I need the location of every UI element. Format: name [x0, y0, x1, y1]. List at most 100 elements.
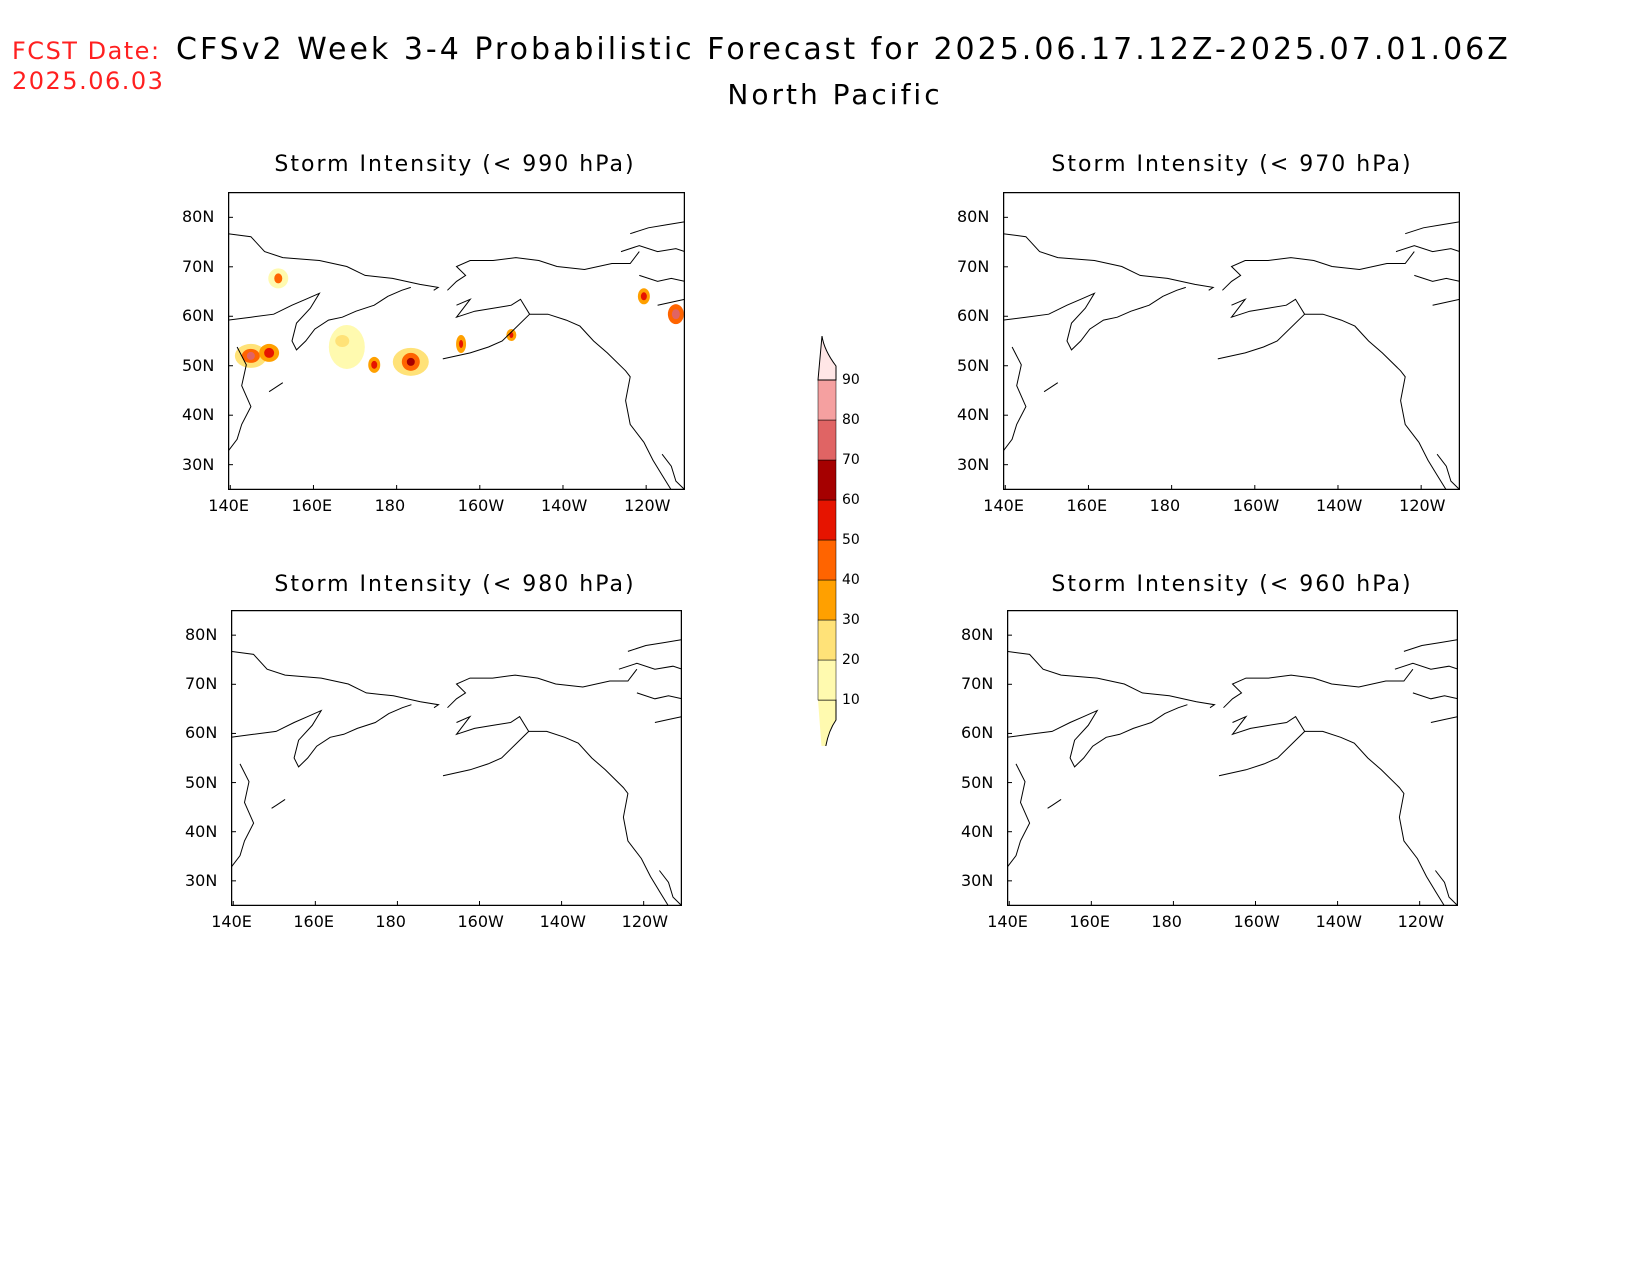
coastline — [659, 870, 682, 906]
probability-region-2 — [246, 351, 255, 360]
coastline — [1403, 639, 1458, 652]
map-frame — [231, 610, 682, 906]
colorbar-label: 50 — [842, 532, 860, 548]
coastline — [630, 221, 685, 235]
colorbar-segment-0 — [817, 659, 837, 701]
coastline — [1007, 650, 1216, 709]
lat-label: 70N — [185, 674, 218, 694]
coastline — [1047, 798, 1062, 809]
coastline — [1414, 274, 1460, 282]
coastline — [1304, 730, 1445, 906]
colorbar-label: 90 — [842, 372, 860, 388]
colorbar-label: 20 — [842, 652, 860, 668]
lon-label: 180 — [1149, 496, 1181, 515]
coastline — [1430, 716, 1458, 723]
lat-label: 80N — [182, 207, 215, 227]
probability-region-6 — [274, 273, 283, 284]
lon-label: 140W — [1315, 912, 1362, 931]
probability-region-8 — [335, 335, 350, 347]
page-title: CFSv2 Week 3-4 Probabilistic Forecast fo… — [176, 32, 1511, 67]
colorbar-label: 30 — [842, 612, 860, 628]
coastline — [1003, 346, 1027, 452]
lat-label: 50N — [961, 772, 994, 792]
coastline — [231, 704, 412, 768]
colorbar-label: 60 — [842, 492, 860, 508]
colorbar-segment-6 — [817, 419, 837, 461]
lon-label: 140E — [983, 496, 1024, 515]
probability-region-21 — [671, 309, 680, 320]
lat-label: 80N — [957, 207, 990, 227]
lon-label: 140W — [539, 912, 586, 931]
lon-label: 180 — [374, 496, 406, 515]
lon-label: 140W — [540, 496, 588, 515]
coastline — [228, 346, 252, 452]
lon-label: 180 — [375, 912, 406, 931]
lat-label: 70N — [961, 674, 994, 694]
coastline — [529, 313, 672, 490]
lat-label: 30N — [957, 454, 990, 474]
coastline — [627, 639, 682, 652]
forecast-date-value: 2025.06.03 — [12, 67, 165, 95]
probability-region-15 — [459, 339, 464, 348]
lon-label: 160W — [1233, 912, 1280, 931]
coastline — [1007, 763, 1031, 868]
lon-label: 160E — [293, 912, 334, 931]
lat-label: 50N — [185, 772, 218, 792]
coastline — [1222, 251, 1415, 291]
map-panel-960 — [1007, 610, 1458, 906]
coastline — [231, 763, 255, 868]
lon-label: 160E — [1066, 496, 1108, 515]
coastline — [1217, 298, 1306, 360]
map-frame — [1003, 192, 1460, 490]
coastline — [1043, 382, 1059, 393]
lon-label: 140E — [208, 496, 249, 515]
coastline — [1405, 221, 1460, 235]
coastline — [1394, 662, 1458, 670]
colorbar-label: 70 — [842, 452, 860, 468]
coastline — [620, 245, 685, 253]
lon-label: 180 — [1151, 912, 1182, 931]
map-panel-990 — [228, 192, 685, 490]
coastline — [442, 298, 531, 360]
lat-label: 40N — [957, 405, 990, 425]
lon-label: 140E — [211, 912, 252, 931]
colorbar-segment-1 — [817, 619, 837, 661]
colorbar-label: 80 — [842, 412, 860, 428]
lat-label: 70N — [182, 256, 215, 276]
coastline — [1003, 233, 1215, 291]
coastline — [636, 692, 682, 700]
lon-label: 120W — [1399, 496, 1446, 515]
panel-title-980: Storm Intensity (< 980 hPa) — [274, 572, 636, 597]
region-title: North Pacific — [727, 78, 943, 111]
map-panel-970 — [1003, 192, 1460, 490]
colorbar-segment-4 — [817, 499, 837, 541]
coastline — [1007, 704, 1188, 768]
coastline — [228, 233, 440, 291]
lon-label: 160E — [291, 496, 333, 515]
coastline — [447, 668, 638, 709]
lat-label: 60N — [961, 723, 994, 743]
coastline — [661, 453, 685, 490]
colorbar-segment-5 — [817, 459, 837, 501]
lon-label: 140E — [987, 912, 1028, 931]
colorbar-high-end — [817, 336, 837, 381]
lon-label: 160E — [1069, 912, 1110, 931]
probability-region-7 — [328, 324, 365, 369]
coastline — [1223, 668, 1414, 709]
colorbar-segment-3 — [817, 539, 837, 581]
coastline — [1412, 692, 1458, 700]
coastline — [268, 382, 284, 393]
lat-label: 50N — [957, 355, 990, 375]
coastline — [1435, 870, 1458, 906]
lat-label: 60N — [957, 306, 990, 326]
coastline — [654, 716, 682, 723]
panel-title-970: Storm Intensity (< 970 hPa) — [1051, 152, 1413, 177]
lat-label: 30N — [185, 870, 218, 890]
lon-label: 120W — [1397, 912, 1445, 931]
probability-colorbar — [817, 336, 837, 746]
lat-label: 60N — [185, 723, 218, 743]
lat-label: 50N — [182, 355, 215, 375]
lon-label: 160W — [457, 496, 505, 515]
lat-label: 70N — [957, 256, 990, 276]
probability-region-19 — [640, 292, 647, 301]
